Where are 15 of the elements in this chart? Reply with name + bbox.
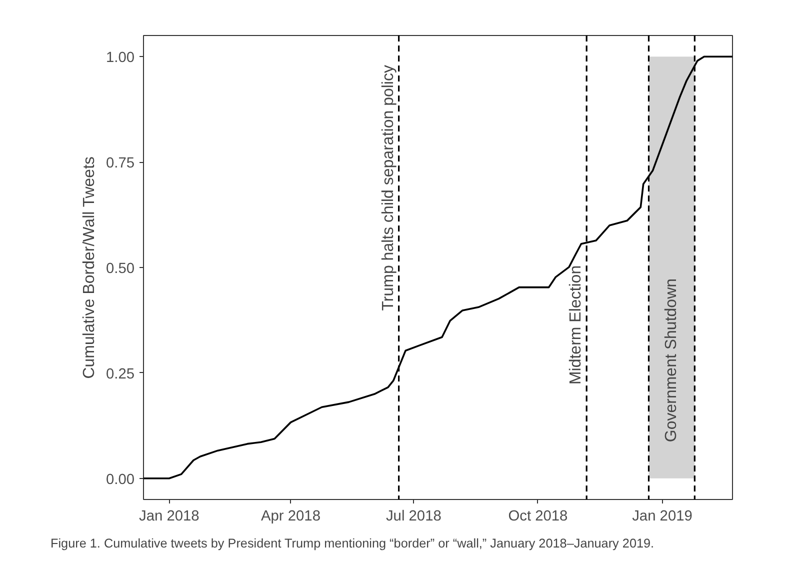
- x-tick-label: Jan 2019: [632, 508, 692, 524]
- y-tick-label: 1.00: [106, 50, 135, 66]
- caption: Figure 1. Cumulative tweets by President Trump mentioning “border” or “wall,” January 2018–January 2019.: [50, 536, 654, 550]
- x-tick-label: Jan 2018: [139, 508, 200, 524]
- y-axis-title: Cumulative Border/Wall Tweets: [80, 156, 98, 379]
- x-tick-label: Oct 2018: [508, 508, 568, 524]
- band-label: Government Shutdown: [663, 278, 680, 442]
- x-tick-label: Jul 2018: [386, 508, 442, 524]
- ref-line-label: Trump halts child separation policy: [380, 65, 397, 311]
- x-tick-label: Apr 2018: [261, 508, 320, 524]
- y-tick-label: 0.25: [106, 366, 135, 382]
- y-tick-label: 0.75: [106, 156, 135, 172]
- y-tick-label: 0.50: [106, 261, 135, 277]
- ref-line-label: Midterm Election: [568, 265, 585, 385]
- y-tick-label: 0.00: [106, 472, 135, 488]
